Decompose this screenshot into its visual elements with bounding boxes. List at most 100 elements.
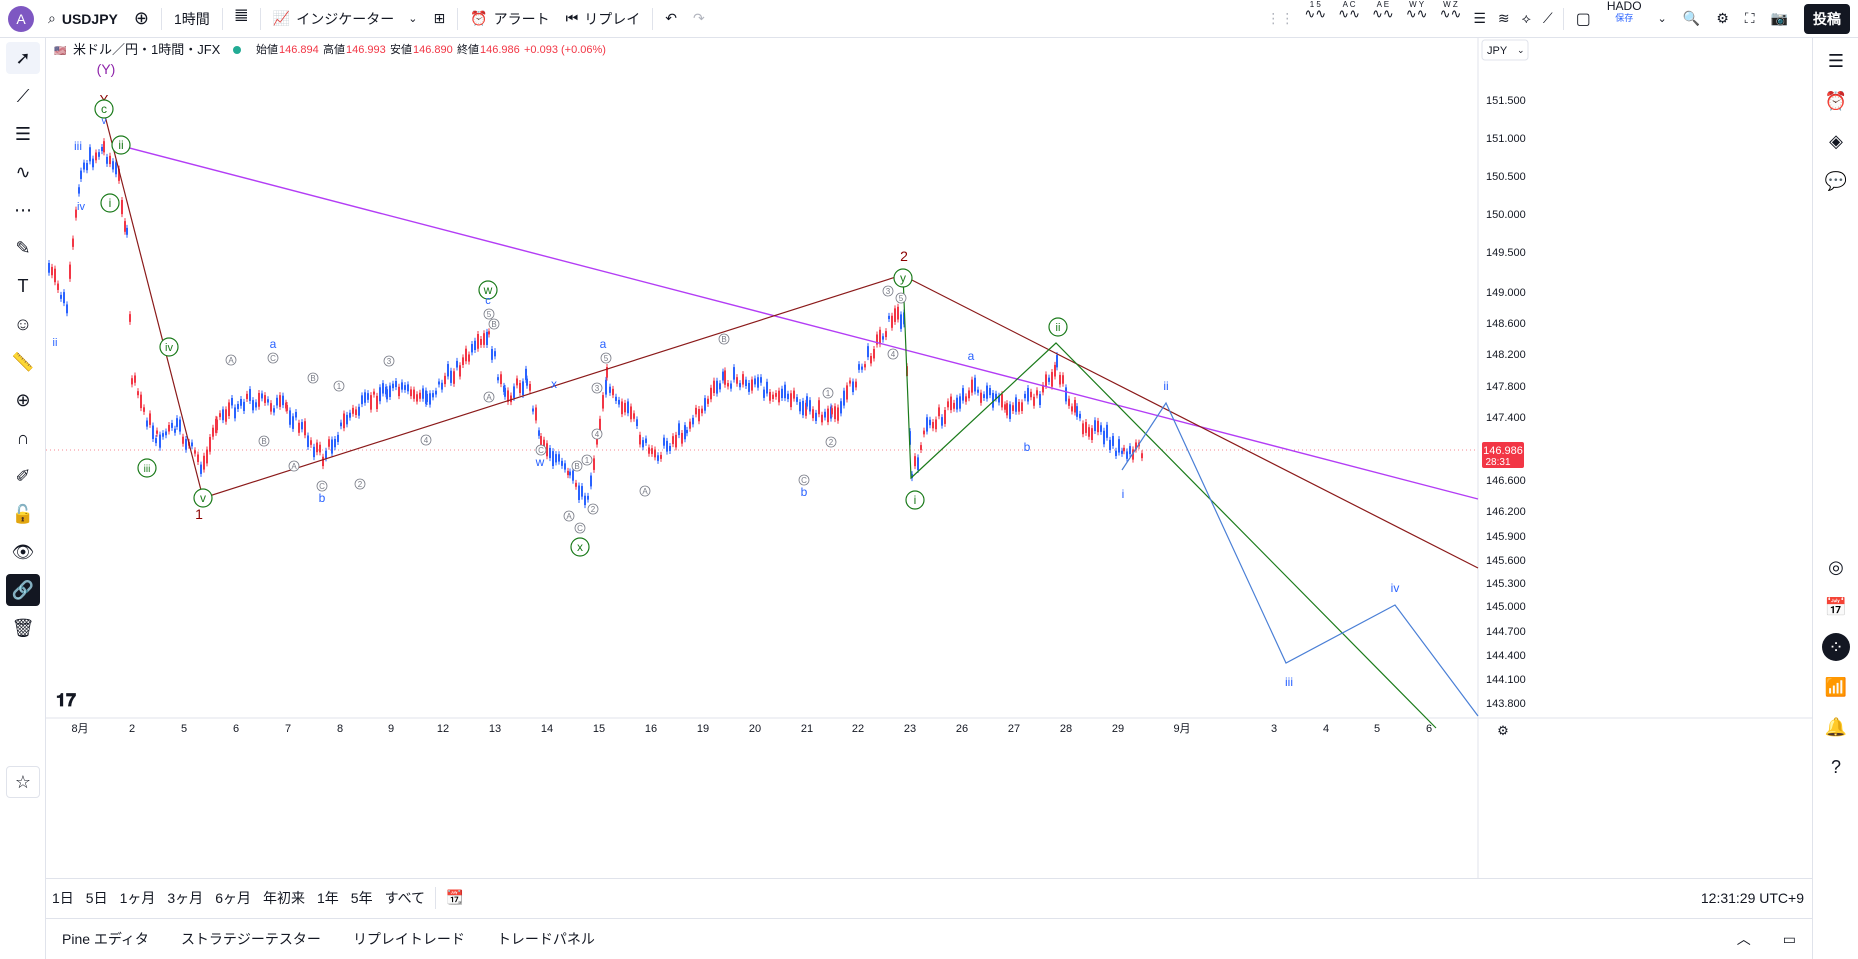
stay-drawing-tool[interactable]: ✐ xyxy=(6,460,40,492)
zoom-tool[interactable]: ⊕ xyxy=(6,384,40,416)
marker: A xyxy=(228,356,234,365)
pattern-tool-left[interactable]: ∿ xyxy=(6,156,40,188)
elliott-triangle-tool[interactable]: A E ∿∿ xyxy=(1366,0,1400,38)
maroon-wave-lines[interactable] xyxy=(102,107,1479,569)
link-tool[interactable]: 🔗 xyxy=(6,574,40,606)
candle-body xyxy=(867,346,869,358)
chart-type-button[interactable]: 𝍤 xyxy=(227,0,256,38)
watchlist-button[interactable]: ☰ xyxy=(1819,44,1853,78)
candle-body xyxy=(352,407,354,414)
delete-tool[interactable]: 🗑 xyxy=(6,612,40,644)
purple-trendline[interactable] xyxy=(117,144,1479,500)
alert-button[interactable]: ⏰ アラート xyxy=(462,0,557,38)
trend-line-tool[interactable]: ⟋ xyxy=(1537,0,1559,38)
undo-button[interactable]: ↶ xyxy=(657,0,685,38)
range-1d[interactable]: 1日 xyxy=(52,889,74,906)
calendar-button[interactable]: 📅 xyxy=(1819,590,1853,624)
favorites-tool[interactable]: ☆ xyxy=(6,766,40,798)
candle-body xyxy=(618,399,620,405)
time-tick: 23 xyxy=(904,723,916,735)
help-icon: ? xyxy=(1830,756,1841,777)
replay-button[interactable]: ⏮ リプレイ xyxy=(558,0,649,38)
ruler-tool[interactable]: 📏 xyxy=(6,346,40,378)
drawing-lines[interactable] xyxy=(102,107,1479,729)
change-value: +0.093 (+0.06%) xyxy=(524,44,606,56)
tab-strategy-tester[interactable]: ストラテジーテスター xyxy=(180,931,321,947)
post-button[interactable]: 投稿 xyxy=(1804,3,1850,34)
compare-button[interactable]: ⊕ xyxy=(126,0,157,38)
drag-handle[interactable]: ⋮⋮ xyxy=(1262,0,1298,38)
fib-tool[interactable]: ☰ xyxy=(6,118,40,150)
trendline-tool[interactable]: ⟋ xyxy=(6,80,40,112)
green-wave-lines[interactable] xyxy=(902,274,1437,729)
tradingview-logo[interactable]: 𝟏𝟕 xyxy=(56,690,76,710)
alerts-button[interactable]: ⏰ xyxy=(1819,84,1853,118)
object-tree-button[interactable]: ◈ xyxy=(1819,124,1853,158)
cursor-tool[interactable]: ➚ xyxy=(6,42,40,74)
screener-button[interactable]: ◎ xyxy=(1819,550,1853,584)
text-tool[interactable]: T xyxy=(6,270,40,302)
hide-tool[interactable]: 👁 xyxy=(6,536,40,568)
time-axis[interactable]: 8月 2 5 6 7 8 9 12 13 14 15 16 19 20 21 22 23 26 27 28 29 9月 3 4… xyxy=(71,723,1432,735)
candle-body xyxy=(121,199,123,215)
maximize-panel-button[interactable]: ▭ xyxy=(1767,931,1812,948)
range-6m[interactable]: 6ヶ月 xyxy=(215,889,251,906)
range-ytd[interactable]: 年初来 xyxy=(262,889,305,906)
goto-date-button[interactable]: 📆 xyxy=(440,889,469,906)
chat-button[interactable]: 💬 xyxy=(1819,164,1853,198)
candle-body xyxy=(947,401,949,408)
elliott-impulse-tool[interactable]: 1 5 ∿∿ xyxy=(1298,0,1332,38)
icon-tool[interactable]: ☺ xyxy=(6,308,40,340)
chart-area[interactable]: (Y) Y c v iii ii iv i ii iv iii v 1 a b … xyxy=(46,38,1812,878)
interval-button[interactable]: 1時間 xyxy=(173,10,210,27)
candle-body xyxy=(858,364,860,370)
candle-body xyxy=(389,385,391,398)
redo-button[interactable]: ↷ xyxy=(685,0,713,38)
tab-trade-panel[interactable]: トレードパネル xyxy=(496,931,595,947)
candle-body xyxy=(337,434,339,443)
range-5d[interactable]: 5日 xyxy=(85,889,108,906)
symbol-search[interactable]: ⌕ USDJPY xyxy=(40,0,126,38)
notifications-button[interactable]: 🔔 xyxy=(1819,710,1853,744)
horizontal-lines-tool[interactable]: ☰ xyxy=(1467,0,1492,38)
snapshot-button[interactable]: 📷 xyxy=(1763,0,1796,38)
range-all[interactable]: すべて xyxy=(384,889,426,906)
price-axis[interactable]: 151.500 151.000 150.500 150.000 149.500 149.0… xyxy=(1486,95,1526,710)
range-5y[interactable]: 5年 xyxy=(350,889,373,906)
tab-replay-trade[interactable]: リプレイトレード xyxy=(352,931,465,947)
user-avatar[interactable]: A xyxy=(8,5,34,32)
magnet-tool[interactable]: ∩ xyxy=(6,422,40,454)
blue-forecast-lines[interactable] xyxy=(1121,401,1479,717)
layout-menu-button[interactable]: ⌄ xyxy=(1650,0,1675,38)
tab-pine-editor[interactable]: Pine エディタ xyxy=(62,931,149,947)
clock-display[interactable]: 12:31:29 UTC+9 xyxy=(1700,889,1804,906)
collapse-panel-button[interactable]: ︿ xyxy=(1721,929,1767,949)
help-button[interactable]: ? xyxy=(1819,750,1853,784)
brush-tool[interactable]: ✎ xyxy=(6,232,40,264)
apps-button[interactable]: ⁘ xyxy=(1819,630,1853,664)
candle-body xyxy=(698,408,700,422)
calendar-goto-icon: 📆 xyxy=(446,889,464,905)
elliott-triple-combo-tool[interactable]: W Z ∿∿ xyxy=(1434,0,1468,38)
range-1y[interactable]: 1年 xyxy=(316,889,339,906)
chart-svg[interactable]: (Y) Y c v iii ii iv i ii iv iii v 1 a b … xyxy=(46,38,1812,878)
elliott-correction-tool[interactable]: A C ∿∿ xyxy=(1332,0,1366,38)
settings-button[interactable]: ⚙ xyxy=(1708,0,1737,38)
candle-body xyxy=(310,440,312,445)
forecast-tool[interactable]: ⋯ xyxy=(6,194,40,226)
indicators-button[interactable]: 📈 インジケーター ⌄ xyxy=(265,0,426,38)
candle-body xyxy=(971,379,973,393)
fullscreen-button[interactable]: ⛶ xyxy=(1737,0,1763,38)
elliott-double-combo-tool[interactable]: W Y ∿∿ xyxy=(1400,0,1434,38)
range-3m[interactable]: 3ヶ月 xyxy=(167,889,204,906)
streams-button[interactable]: 📶 xyxy=(1819,670,1853,704)
lock-tool[interactable]: 🔓 xyxy=(6,498,40,530)
templates-button[interactable]: ⊞ xyxy=(425,0,453,38)
currency-selector[interactable]: JPY ⌄ xyxy=(1481,39,1529,61)
range-1m[interactable]: 1ヶ月 xyxy=(119,889,156,906)
pattern-tool[interactable]: ⟡ xyxy=(1516,0,1537,38)
layout-name-button[interactable]: HADO 保存 xyxy=(1599,0,1650,38)
quick-search-button[interactable]: 🔍 xyxy=(1675,0,1708,38)
channel-tool[interactable]: ≋ xyxy=(1492,0,1516,38)
layout-button[interactable]: ▢ xyxy=(1568,0,1599,38)
